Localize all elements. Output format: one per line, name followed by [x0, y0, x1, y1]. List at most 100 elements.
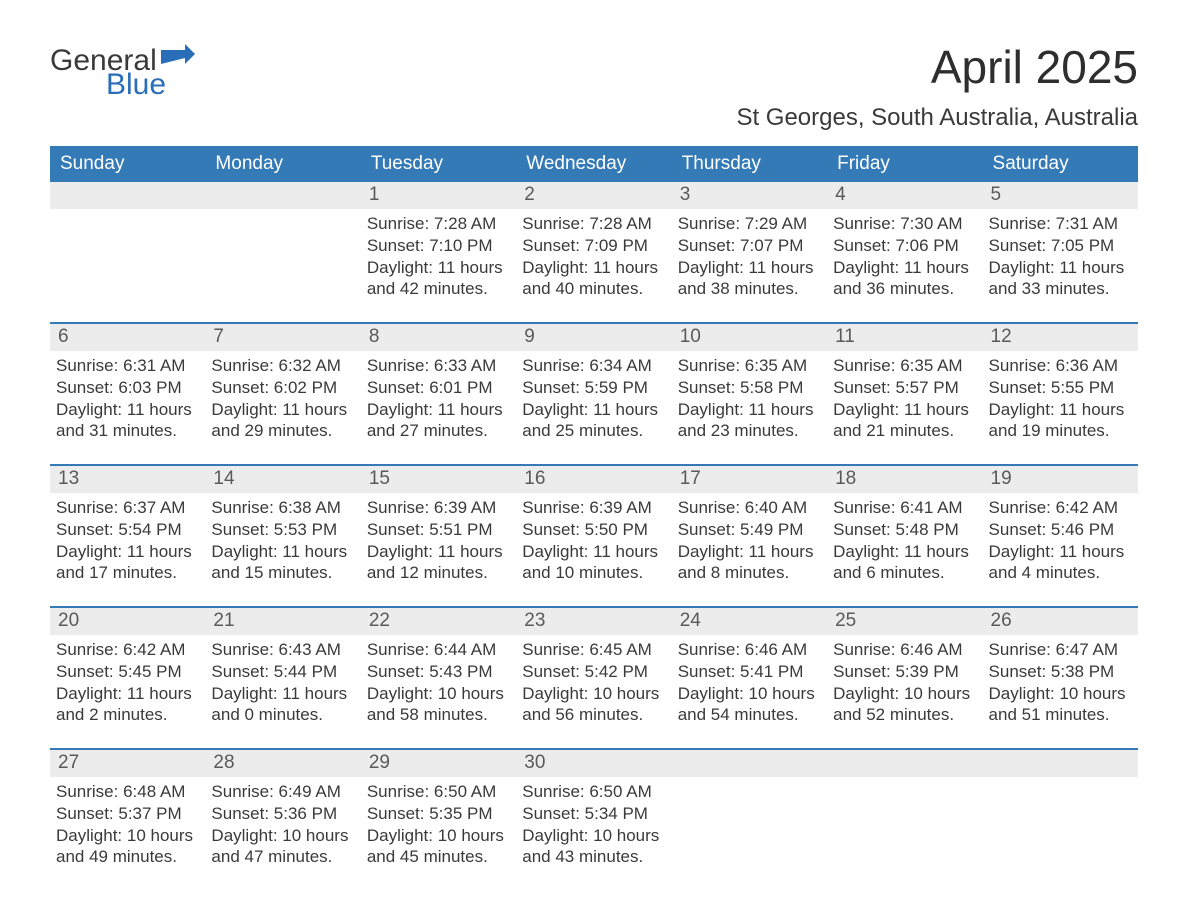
- calendar-day: 11Sunrise: 6:35 AMSunset: 5:57 PMDayligh…: [827, 324, 982, 446]
- calendar-day: [205, 182, 360, 304]
- sunrise-text: Sunrise: 6:33 AM: [367, 355, 508, 377]
- day-body: Sunrise: 6:50 AMSunset: 5:35 PMDaylight:…: [361, 777, 516, 872]
- daylight-text: Daylight: 11 hours and 33 minutes.: [989, 257, 1130, 301]
- day-number: 30: [516, 750, 671, 777]
- calendar-day: 6Sunrise: 6:31 AMSunset: 6:03 PMDaylight…: [50, 324, 205, 446]
- calendar-day: [983, 750, 1138, 872]
- sunset-text: Sunset: 7:05 PM: [989, 235, 1130, 257]
- day-number: 14: [205, 466, 360, 493]
- sunrise-text: Sunrise: 7:28 AM: [367, 213, 508, 235]
- sunset-text: Sunset: 5:57 PM: [833, 377, 974, 399]
- day-number: 22: [361, 608, 516, 635]
- sunrise-text: Sunrise: 7:31 AM: [989, 213, 1130, 235]
- logo-text-blue: Blue: [50, 70, 195, 100]
- sunrise-text: Sunrise: 6:35 AM: [678, 355, 819, 377]
- calendar-week: 20Sunrise: 6:42 AMSunset: 5:45 PMDayligh…: [50, 606, 1138, 730]
- calendar-day: 25Sunrise: 6:46 AMSunset: 5:39 PMDayligh…: [827, 608, 982, 730]
- day-number: [50, 182, 205, 209]
- day-body: Sunrise: 6:49 AMSunset: 5:36 PMDaylight:…: [205, 777, 360, 872]
- sunset-text: Sunset: 6:01 PM: [367, 377, 508, 399]
- day-number: 11: [827, 324, 982, 351]
- day-number: 8: [361, 324, 516, 351]
- daylight-text: Daylight: 10 hours and 49 minutes.: [56, 825, 197, 869]
- day-number: 3: [672, 182, 827, 209]
- calendar-day: 4Sunrise: 7:30 AMSunset: 7:06 PMDaylight…: [827, 182, 982, 304]
- sunrise-text: Sunrise: 6:50 AM: [522, 781, 663, 803]
- weekday-header: Wednesday: [516, 146, 671, 182]
- calendar-week: 1Sunrise: 7:28 AMSunset: 7:10 PMDaylight…: [50, 182, 1138, 304]
- sunrise-text: Sunrise: 6:43 AM: [211, 639, 352, 661]
- calendar-day: 14Sunrise: 6:38 AMSunset: 5:53 PMDayligh…: [205, 466, 360, 588]
- daylight-text: Daylight: 10 hours and 58 minutes.: [367, 683, 508, 727]
- day-number: 15: [361, 466, 516, 493]
- day-number: 23: [516, 608, 671, 635]
- sunset-text: Sunset: 5:44 PM: [211, 661, 352, 683]
- weeks-container: 1Sunrise: 7:28 AMSunset: 7:10 PMDaylight…: [50, 182, 1138, 872]
- calendar-week: 13Sunrise: 6:37 AMSunset: 5:54 PMDayligh…: [50, 464, 1138, 588]
- sunset-text: Sunset: 5:51 PM: [367, 519, 508, 541]
- day-number: 10: [672, 324, 827, 351]
- sunset-text: Sunset: 5:54 PM: [56, 519, 197, 541]
- sunrise-text: Sunrise: 6:31 AM: [56, 355, 197, 377]
- sunrise-text: Sunrise: 6:42 AM: [56, 639, 197, 661]
- daylight-text: Daylight: 11 hours and 2 minutes.: [56, 683, 197, 727]
- day-number: [672, 750, 827, 777]
- sunrise-text: Sunrise: 6:47 AM: [989, 639, 1130, 661]
- day-body: Sunrise: 6:35 AMSunset: 5:57 PMDaylight:…: [827, 351, 982, 446]
- daylight-text: Daylight: 10 hours and 43 minutes.: [522, 825, 663, 869]
- sunrise-text: Sunrise: 6:36 AM: [989, 355, 1130, 377]
- calendar-day: 16Sunrise: 6:39 AMSunset: 5:50 PMDayligh…: [516, 466, 671, 588]
- calendar-day: 12Sunrise: 6:36 AMSunset: 5:55 PMDayligh…: [983, 324, 1138, 446]
- sunrise-text: Sunrise: 6:37 AM: [56, 497, 197, 519]
- calendar-day: 17Sunrise: 6:40 AMSunset: 5:49 PMDayligh…: [672, 466, 827, 588]
- day-body: Sunrise: 6:42 AMSunset: 5:45 PMDaylight:…: [50, 635, 205, 730]
- sunrise-text: Sunrise: 6:38 AM: [211, 497, 352, 519]
- day-number: 1: [361, 182, 516, 209]
- sunrise-text: Sunrise: 6:39 AM: [522, 497, 663, 519]
- daylight-text: Daylight: 11 hours and 29 minutes.: [211, 399, 352, 443]
- calendar-day: 2Sunrise: 7:28 AMSunset: 7:09 PMDaylight…: [516, 182, 671, 304]
- weekday-header: Friday: [827, 146, 982, 182]
- sunset-text: Sunset: 5:50 PM: [522, 519, 663, 541]
- logo: General Blue: [50, 40, 195, 100]
- day-number: 19: [983, 466, 1138, 493]
- daylight-text: Daylight: 11 hours and 6 minutes.: [833, 541, 974, 585]
- sunset-text: Sunset: 5:46 PM: [989, 519, 1130, 541]
- day-number: 28: [205, 750, 360, 777]
- daylight-text: Daylight: 11 hours and 21 minutes.: [833, 399, 974, 443]
- day-number: [205, 182, 360, 209]
- title-block: April 2025 St Georges, South Australia, …: [736, 40, 1138, 132]
- day-body: Sunrise: 6:34 AMSunset: 5:59 PMDaylight:…: [516, 351, 671, 446]
- day-body: Sunrise: 6:43 AMSunset: 5:44 PMDaylight:…: [205, 635, 360, 730]
- sunset-text: Sunset: 5:55 PM: [989, 377, 1130, 399]
- sunrise-text: Sunrise: 7:28 AM: [522, 213, 663, 235]
- weekday-header-row: Sunday Monday Tuesday Wednesday Thursday…: [50, 146, 1138, 182]
- calendar-day: [672, 750, 827, 872]
- calendar-day: 28Sunrise: 6:49 AMSunset: 5:36 PMDayligh…: [205, 750, 360, 872]
- day-number: 5: [983, 182, 1138, 209]
- weekday-header: Saturday: [983, 146, 1138, 182]
- day-number: [983, 750, 1138, 777]
- day-number: 24: [672, 608, 827, 635]
- day-number: 17: [672, 466, 827, 493]
- daylight-text: Daylight: 11 hours and 15 minutes.: [211, 541, 352, 585]
- calendar-day: 3Sunrise: 7:29 AMSunset: 7:07 PMDaylight…: [672, 182, 827, 304]
- day-body: Sunrise: 6:44 AMSunset: 5:43 PMDaylight:…: [361, 635, 516, 730]
- day-body: Sunrise: 7:28 AMSunset: 7:09 PMDaylight:…: [516, 209, 671, 304]
- day-number: 20: [50, 608, 205, 635]
- day-body: Sunrise: 6:45 AMSunset: 5:42 PMDaylight:…: [516, 635, 671, 730]
- sunrise-text: Sunrise: 7:29 AM: [678, 213, 819, 235]
- calendar-day: 10Sunrise: 6:35 AMSunset: 5:58 PMDayligh…: [672, 324, 827, 446]
- sunset-text: Sunset: 5:48 PM: [833, 519, 974, 541]
- calendar-day: 24Sunrise: 6:46 AMSunset: 5:41 PMDayligh…: [672, 608, 827, 730]
- day-body: Sunrise: 6:41 AMSunset: 5:48 PMDaylight:…: [827, 493, 982, 588]
- sunset-text: Sunset: 5:39 PM: [833, 661, 974, 683]
- sunrise-text: Sunrise: 6:32 AM: [211, 355, 352, 377]
- calendar-day: 9Sunrise: 6:34 AMSunset: 5:59 PMDaylight…: [516, 324, 671, 446]
- sunset-text: Sunset: 5:45 PM: [56, 661, 197, 683]
- day-body: Sunrise: 7:31 AMSunset: 7:05 PMDaylight:…: [983, 209, 1138, 304]
- calendar-day: 26Sunrise: 6:47 AMSunset: 5:38 PMDayligh…: [983, 608, 1138, 730]
- day-number: 18: [827, 466, 982, 493]
- calendar-day: 13Sunrise: 6:37 AMSunset: 5:54 PMDayligh…: [50, 466, 205, 588]
- sunset-text: Sunset: 5:36 PM: [211, 803, 352, 825]
